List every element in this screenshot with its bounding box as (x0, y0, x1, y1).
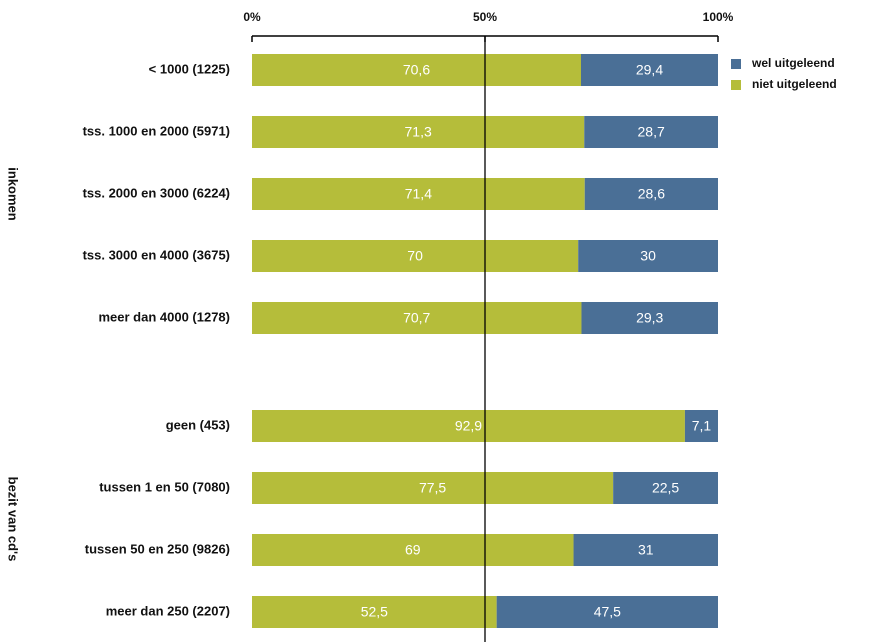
x-tick-label: 100% (703, 10, 734, 24)
value-label: 28,6 (638, 186, 665, 202)
value-label: 71,4 (405, 186, 432, 202)
legend-label: wel uitgeleend (751, 56, 835, 70)
value-label: 31 (638, 542, 654, 558)
category-label: < 1000 (1225) (149, 61, 230, 76)
value-label: 29,3 (636, 310, 663, 326)
value-label: 70,6 (403, 62, 430, 78)
bar-segment (252, 472, 614, 504)
bar-segment (252, 240, 579, 272)
category-label: geen (453) (166, 417, 230, 432)
bar-segment (578, 240, 718, 272)
bar-segment (252, 116, 585, 148)
category-label: tussen 1 en 50 (7080) (99, 479, 230, 494)
value-label: 77,5 (419, 480, 446, 496)
category-label: tss. 3000 en 4000 (3675) (83, 247, 230, 262)
bar-segment (573, 534, 718, 566)
value-label: 29,4 (636, 62, 663, 78)
value-label: 70,7 (403, 310, 430, 326)
category-label: tss. 1000 en 2000 (5971) (83, 123, 230, 138)
x-tick-label: 0% (243, 10, 261, 24)
x-tick-label: 50% (473, 10, 497, 24)
category-label: tss. 2000 en 3000 (6224) (83, 185, 230, 200)
bar-segment (496, 596, 718, 628)
value-label: 70 (407, 248, 423, 264)
bar-segment (584, 116, 718, 148)
bar-segment (584, 178, 718, 210)
bar-segment (684, 410, 718, 442)
bar-segment (252, 54, 581, 86)
value-label: 28,7 (638, 124, 665, 140)
value-label: 7,1 (692, 418, 712, 434)
value-label: 71,3 (405, 124, 432, 140)
category-label: tussen 50 en 250 (9826) (85, 541, 230, 556)
category-label: meer dan 4000 (1278) (98, 309, 230, 324)
legend-label: niet uitgeleend (752, 77, 837, 91)
value-label: 92,9 (455, 418, 482, 434)
bar-segment (252, 178, 585, 210)
legend-swatch (731, 59, 741, 69)
group-label: bezit van cd's (6, 477, 21, 562)
bar-segment (252, 302, 582, 334)
bar-segment (613, 472, 718, 504)
value-label: 22,5 (652, 480, 679, 496)
bar-segment (580, 54, 718, 86)
bar-segment (252, 534, 574, 566)
legend-swatch (731, 80, 741, 90)
bar-segment (252, 410, 685, 442)
group-label: inkomen (6, 167, 21, 221)
category-label: meer dan 250 (2207) (106, 603, 230, 618)
bar-segment (252, 596, 497, 628)
bar-segment (581, 302, 718, 334)
value-label: 52,5 (361, 604, 388, 620)
value-label: 69 (405, 542, 421, 558)
value-label: 30 (640, 248, 656, 264)
value-label: 47,5 (594, 604, 621, 620)
